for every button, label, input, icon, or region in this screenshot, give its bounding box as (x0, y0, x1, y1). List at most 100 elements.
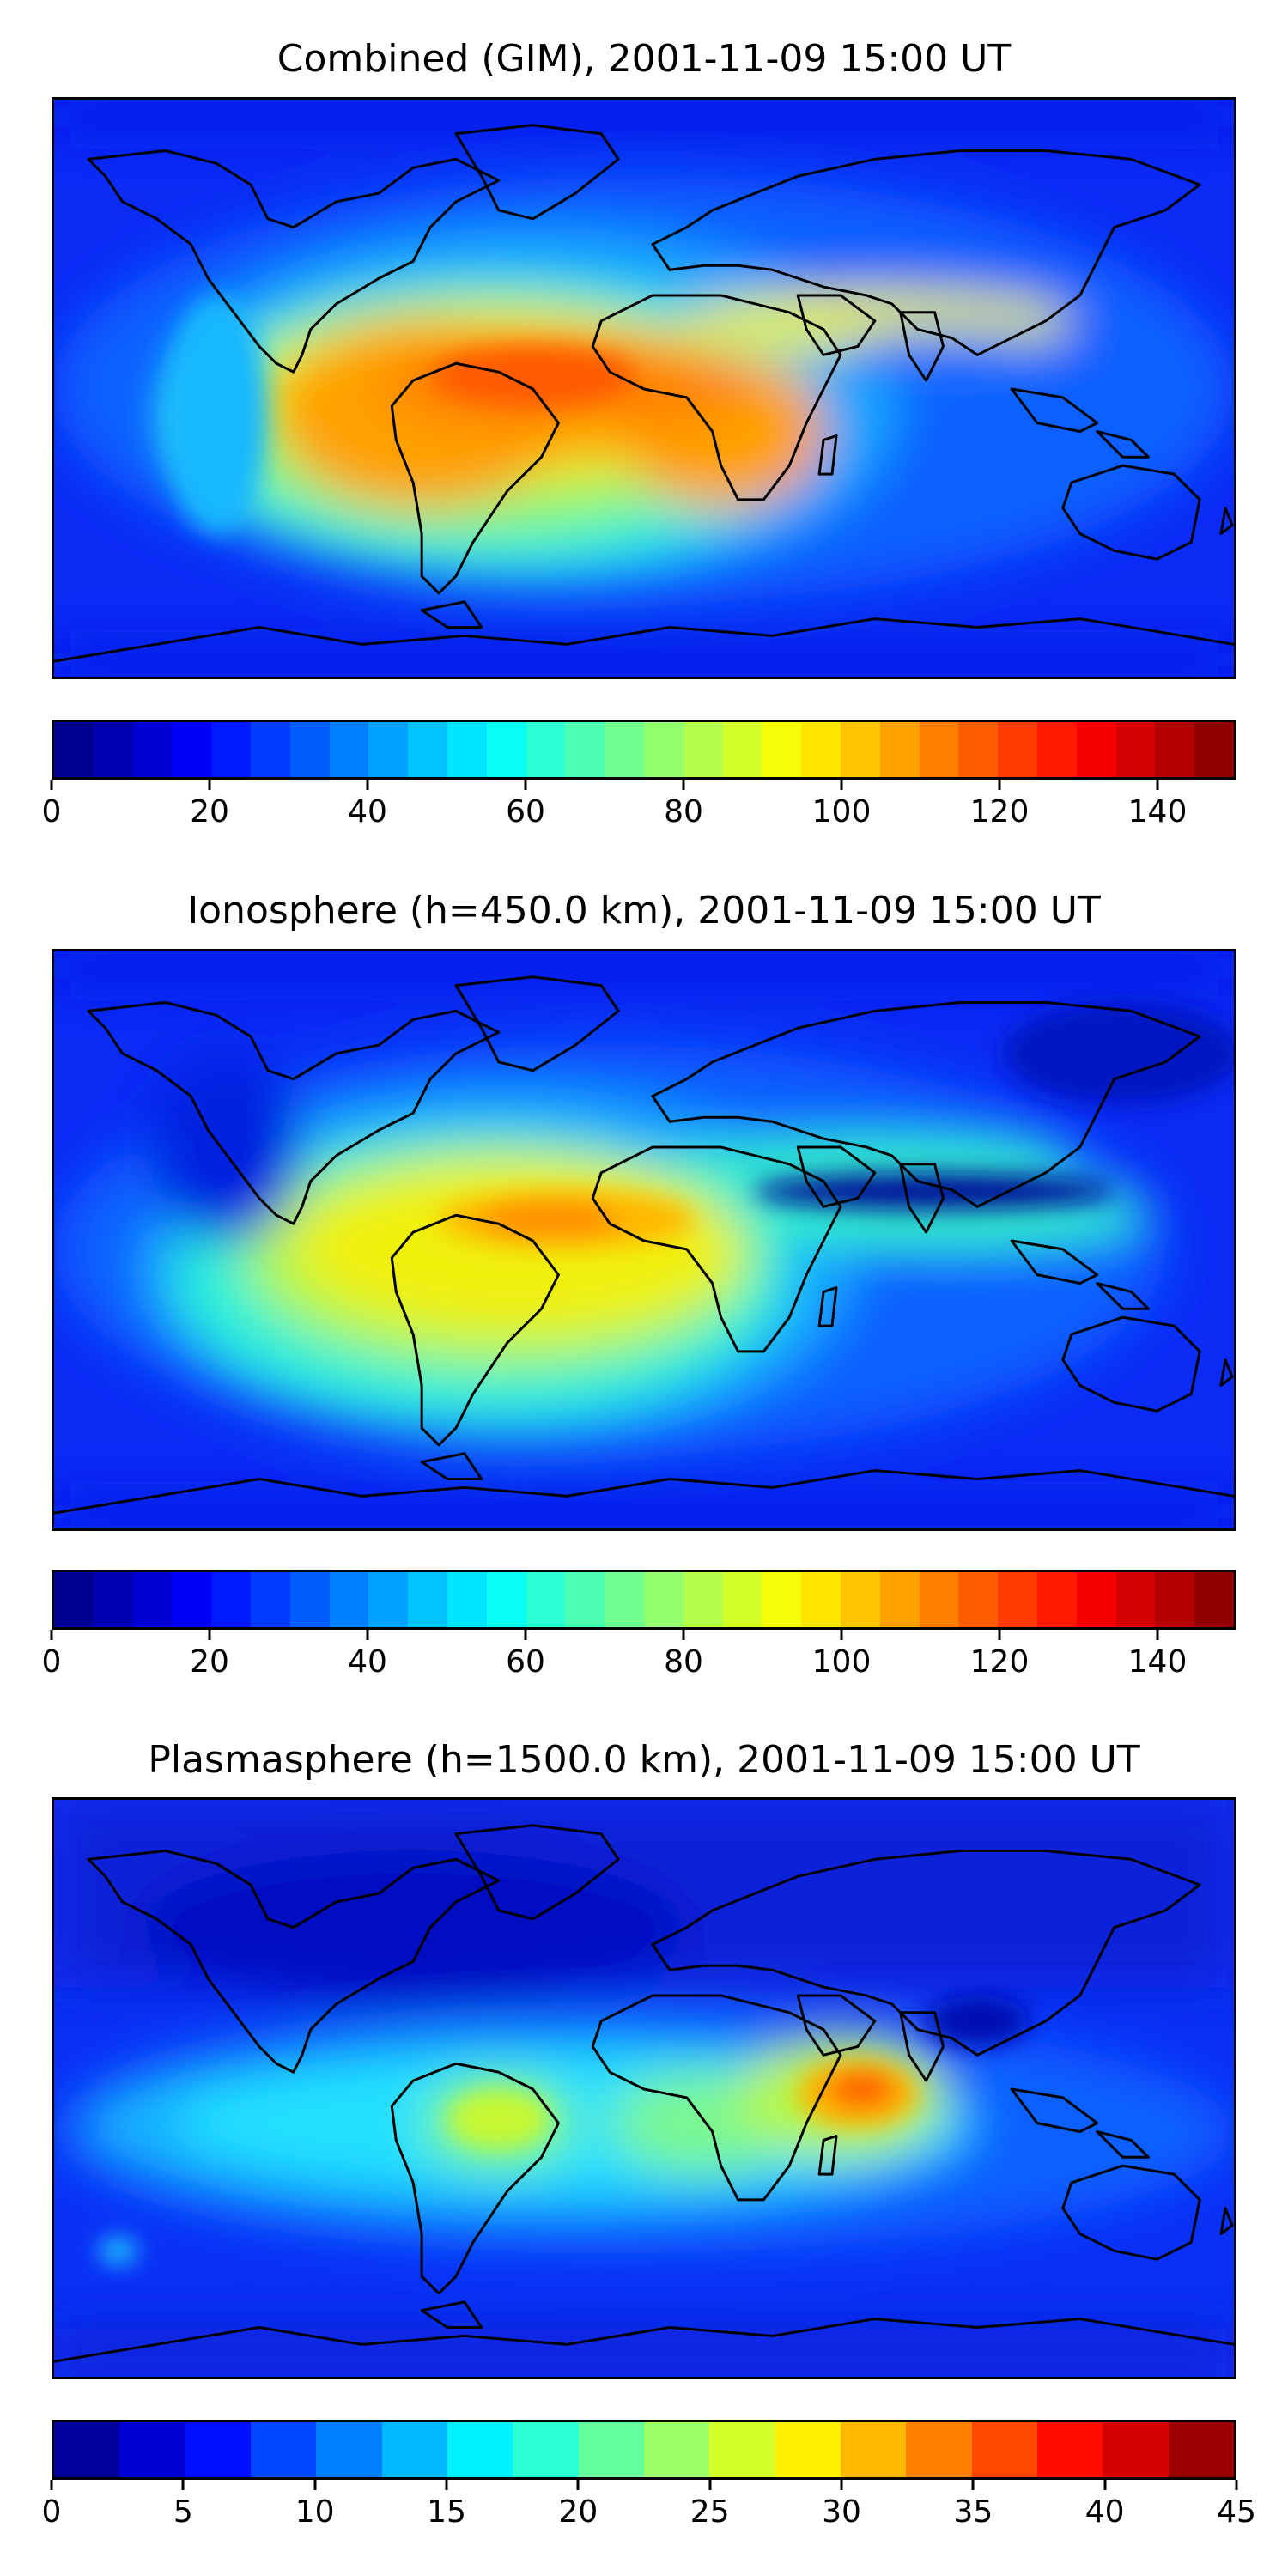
colorbar-level (643, 2422, 710, 2477)
colorbar-level (801, 722, 841, 777)
colorbar-tick-mark (971, 2480, 975, 2490)
colorbar-tick-label: 100 (811, 1644, 872, 1680)
colorbar-tick-label: 20 (190, 794, 229, 829)
colorbar-level (211, 1572, 251, 1627)
colorbar-level (316, 2422, 382, 2477)
colorbar-tick-label: 10 (295, 2494, 335, 2530)
colorbar-tick-mark (50, 1630, 53, 1640)
colorbar-level (54, 722, 94, 777)
colorbar-level (368, 722, 409, 777)
colorbar-level (526, 1572, 566, 1627)
colorbar-level (172, 722, 212, 777)
colorbar-level (289, 722, 330, 777)
colorbar-level (906, 2422, 972, 2477)
colorbar-level (998, 722, 1037, 777)
colorbar-tick-label: 120 (969, 1644, 1030, 1680)
colorbar-level (447, 1572, 487, 1627)
colorbar-level (526, 722, 566, 777)
colorbar-tick-label: 80 (664, 794, 703, 829)
colorbar-tick-mark (998, 780, 1001, 790)
colorbar-tick-label: 140 (1127, 1644, 1188, 1680)
colorbar-tick-label: 60 (506, 1644, 545, 1680)
colorbar-level (840, 2422, 907, 2477)
colorbar-level (250, 2422, 317, 2477)
colorbar-level (971, 2422, 1037, 2477)
colorbar-tick-label: 25 (690, 2494, 730, 2530)
panel-3-map (52, 1797, 1236, 2379)
colorbar-level (54, 1572, 94, 1627)
colorbar-level (329, 722, 369, 777)
colorbar-level (1155, 722, 1195, 777)
colorbar-level (132, 722, 173, 777)
colorbar-level (1194, 1572, 1234, 1627)
panel-1-colorbar-ticks: 0 20 40 60 80 100 120 140 (42, 780, 1236, 840)
colorbar-tick-mark (576, 2480, 580, 2490)
colorbar-tick-label: 20 (190, 1644, 229, 1680)
colorbar-tick-label: 35 (953, 2494, 993, 2530)
colorbar-level (1076, 1572, 1116, 1627)
panel-1-title: Combined (GIM), 2001-11-09 15:00 UT (276, 37, 1012, 81)
colorbar-level (289, 1572, 330, 1627)
panel-2-map (52, 949, 1236, 1531)
colorbar-tick-label: 100 (811, 794, 872, 829)
colorbar-tick-label: 40 (348, 1644, 387, 1680)
colorbar-level (408, 1572, 447, 1627)
colorbar-tick-label: 45 (1217, 2494, 1256, 2530)
colorbar-level (486, 1572, 526, 1627)
colorbar-tick-mark (366, 780, 369, 790)
colorbar-level (958, 722, 999, 777)
colorbar-level (683, 1572, 723, 1627)
colorbar-level (185, 2422, 251, 2477)
colorbar-level (513, 2422, 579, 2477)
colorbar-tick-mark (50, 780, 53, 790)
panel-2-colorbar (52, 1570, 1236, 1630)
colorbar-tick-label: 40 (348, 794, 387, 829)
colorbar-tick-mark (208, 780, 211, 790)
colorbar-tick-mark (1156, 1630, 1159, 1640)
colorbar-tick-label: 15 (427, 2494, 466, 2530)
colorbar-level (709, 2422, 775, 2477)
colorbar-tick-mark (208, 1630, 211, 1640)
colorbar-level (447, 2422, 513, 2477)
panel-1-map (52, 97, 1236, 679)
colorbar-level (801, 1572, 841, 1627)
colorbar-level (1168, 2422, 1234, 2477)
colorbar-level (919, 722, 959, 777)
colorbar-tick-mark (840, 1630, 843, 1640)
colorbar-level (93, 1572, 133, 1627)
colorbar-level (329, 1572, 369, 1627)
colorbar-level (762, 1572, 802, 1627)
colorbar-level (211, 722, 251, 777)
colorbar-tick-mark (1235, 2480, 1238, 2490)
colorbar-level (840, 722, 880, 777)
colorbar-level (879, 1572, 920, 1627)
colorbar-level (643, 1572, 683, 1627)
colorbar-level (998, 1572, 1037, 1627)
colorbar-level (1103, 2422, 1169, 2477)
colorbar-level (368, 1572, 409, 1627)
panel-2-colorbar-ticks: 0 20 40 60 80 100 120 140 (42, 1630, 1236, 1690)
colorbar-level (1115, 1572, 1156, 1627)
colorbar-level (722, 1572, 762, 1627)
colorbar-tick-label: 140 (1127, 794, 1188, 829)
colorbar-tick-label: 0 (41, 2494, 62, 2530)
colorbar-tick-label: 60 (506, 794, 545, 829)
colorbar-level (722, 722, 762, 777)
colorbar-tick-mark (524, 1630, 527, 1640)
colorbar-level (447, 722, 487, 777)
colorbar-level (1036, 2422, 1103, 2477)
colorbar-tick-label: 0 (41, 794, 62, 829)
colorbar-level (381, 2422, 447, 2477)
colorbar-level (172, 1572, 212, 1627)
panel-1-colorbar (52, 720, 1236, 780)
colorbar-tick-mark (998, 1630, 1001, 1640)
colorbar-level (93, 722, 133, 777)
colorbar-tick-mark (840, 780, 843, 790)
colorbar-level (605, 1572, 644, 1627)
colorbar-level (762, 722, 802, 777)
colorbar-level (840, 1572, 880, 1627)
colorbar-level (250, 1572, 290, 1627)
panel-3-title: Plasmasphere (h=1500.0 km), 2001-11-09 1… (148, 1738, 1140, 1782)
colorbar-tick-mark (1156, 780, 1159, 790)
colorbar-level (408, 722, 447, 777)
